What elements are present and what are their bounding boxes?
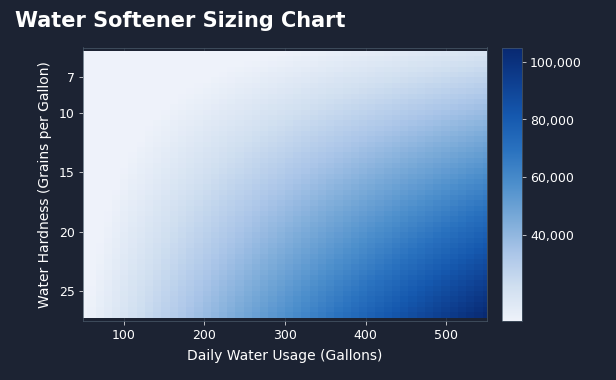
X-axis label: Daily Water Usage (Gallons): Daily Water Usage (Gallons) bbox=[187, 349, 383, 363]
Text: Water Softener Sizing Chart: Water Softener Sizing Chart bbox=[15, 11, 346, 32]
Y-axis label: Water Hardness (Grains per Gallon): Water Hardness (Grains per Gallon) bbox=[38, 61, 52, 308]
